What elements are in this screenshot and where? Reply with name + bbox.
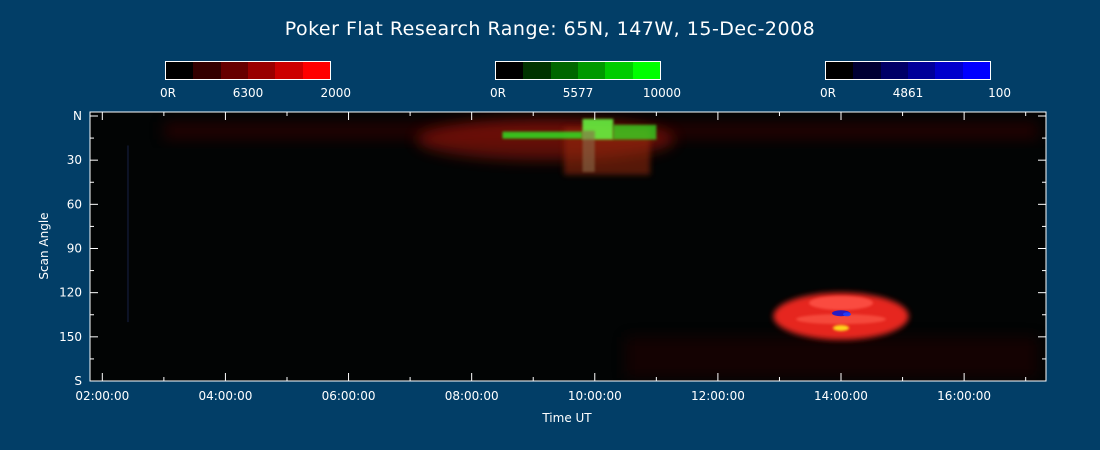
y-tick-label: 120 xyxy=(59,286,82,300)
colorbar-swatch xyxy=(302,62,330,79)
x-tick-label: 08:00:00 xyxy=(445,389,499,403)
x-tick-label: 12:00:00 xyxy=(691,389,745,403)
colorbar-5577-swatches xyxy=(495,61,661,80)
y-tick-label: 90 xyxy=(67,242,82,256)
colorbar-4861-min-label: 0R xyxy=(820,86,836,100)
x-tick-label: 06:00:00 xyxy=(322,389,376,403)
colorbar-6300: 0R 6300 2000 xyxy=(160,61,351,100)
colorbar-5577-name-label: 5577 xyxy=(562,86,594,100)
colorbar-6300-name-label: 6300 xyxy=(232,86,264,100)
aurora-features xyxy=(126,118,1038,379)
x-tick-label: 04:00:00 xyxy=(198,389,252,403)
x-tick-labels: 02:00:00 04:00:00 06:00:00 08:00:00 10:00:00… xyxy=(75,389,991,403)
colorbar-4861-max-label: 100 xyxy=(988,86,1011,100)
colorbar-swatch xyxy=(962,62,990,79)
green-arc xyxy=(502,131,583,139)
red-haze-south xyxy=(625,336,1038,379)
y-tick-label: 60 xyxy=(67,197,82,211)
colorbar-5577: 0R 5577 10000 xyxy=(490,61,681,100)
colorbar-swatch xyxy=(853,62,881,79)
colorbar-swatch xyxy=(166,62,194,79)
left-streak xyxy=(126,145,129,323)
y-tick-label: 150 xyxy=(59,330,82,344)
colorbar-5577-max-label: 10000 xyxy=(642,86,681,100)
y-tick-labels: N 30 60 90 120 150 S xyxy=(59,109,82,388)
colorbar-swatch xyxy=(550,62,578,79)
red-blob-upper-ring xyxy=(809,295,874,310)
colorbar-swatch xyxy=(605,62,633,79)
y-tick-label: 30 xyxy=(67,153,82,167)
colorbar-6300-min-label: 0R xyxy=(160,86,176,100)
colorbar-swatch xyxy=(826,62,854,79)
x-tick-label: 10:00:00 xyxy=(568,389,622,403)
colorbar-6300-swatches xyxy=(165,61,331,80)
plot-frame xyxy=(89,111,1047,382)
colorbar-4861: 0R 4861 100 xyxy=(820,61,1011,100)
colorbar-swatch xyxy=(880,62,908,79)
x-tick-label: 16:00:00 xyxy=(937,389,991,403)
x-tick-label: 14:00:00 xyxy=(814,389,868,403)
colorbar-4861-swatches xyxy=(825,61,991,80)
x-axis-label: Time UT xyxy=(541,411,592,425)
blue-spot-core xyxy=(843,312,852,317)
colorbar-4861-name-label: 4861 xyxy=(892,86,924,100)
y-axis-label: Scan Angle xyxy=(37,212,51,279)
axis-ticks xyxy=(90,112,1046,382)
colorbar-swatch xyxy=(523,62,551,79)
chart-title: Poker Flat Research Range: 65N, 147W, 15… xyxy=(284,18,816,40)
y-tick-label: S xyxy=(74,374,82,388)
red-blob-band xyxy=(796,314,887,325)
colorbar-swatch xyxy=(632,62,660,79)
colorbar-swatch xyxy=(496,62,524,79)
colorbar-swatch xyxy=(247,62,276,79)
colorbar-swatch xyxy=(275,62,303,79)
x-tick-label: 02:00:00 xyxy=(75,389,129,403)
colorbar-5577-min-label: 0R xyxy=(490,86,506,100)
colorbar-swatch xyxy=(577,62,606,79)
green-arc-streak xyxy=(582,130,595,172)
colorbar-swatch xyxy=(907,62,936,79)
yellow-spot xyxy=(833,325,850,331)
green-arc-tail xyxy=(613,124,657,140)
colorbar-swatch xyxy=(220,62,248,79)
y-tick-label: N xyxy=(73,109,82,123)
colorbar-6300-max-label: 2000 xyxy=(320,86,351,100)
colorbar-swatch xyxy=(193,62,221,79)
colorbar-swatch xyxy=(935,62,963,79)
